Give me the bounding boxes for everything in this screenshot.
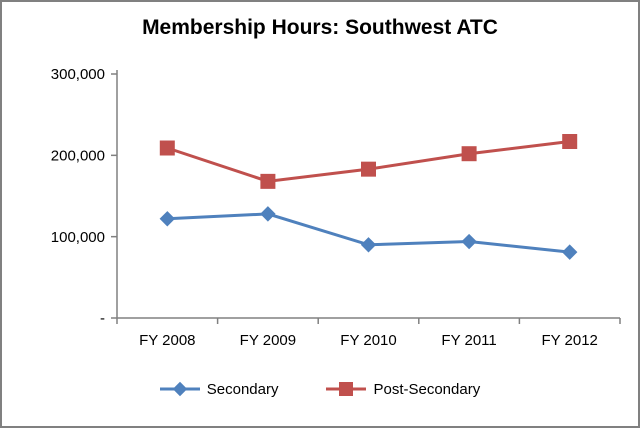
x-tick-label: FY 2010 bbox=[340, 332, 396, 349]
data-point-marker bbox=[461, 146, 477, 162]
data-point-marker bbox=[561, 244, 578, 260]
legend-item-secondary: Secondary bbox=[159, 380, 279, 398]
legend-marker-diamond-icon bbox=[159, 381, 200, 397]
legend-label: Post-Secondary bbox=[373, 380, 481, 398]
data-point-marker bbox=[562, 134, 578, 150]
x-tick-label: FY 2012 bbox=[541, 332, 597, 349]
legend: Secondary Post-Secondary bbox=[2, 374, 638, 404]
data-point-marker bbox=[361, 161, 376, 177]
legend-item-post-secondary: Post-Secondary bbox=[326, 381, 480, 398]
data-point-marker bbox=[339, 382, 354, 396]
data-point-marker bbox=[260, 206, 276, 222]
data-point-marker bbox=[360, 237, 377, 253]
x-tick-label: FY 2009 bbox=[240, 332, 296, 349]
legend-label: Secondary bbox=[206, 380, 279, 398]
chart-title: Membership Hours: Southwest ATC bbox=[142, 16, 498, 39]
data-point-marker bbox=[461, 233, 477, 250]
series-secondary bbox=[159, 206, 578, 260]
series-post-secondary bbox=[159, 134, 578, 189]
y-tick-label: 200,000 bbox=[51, 147, 105, 164]
x-tick-label: FY 2011 bbox=[441, 332, 496, 349]
x-tick-label: FY 2008 bbox=[139, 332, 195, 349]
legend-marker-square-icon bbox=[326, 382, 367, 396]
y-tick-label: - bbox=[100, 310, 105, 327]
y-tick-label: 100,000 bbox=[51, 229, 105, 246]
data-point-marker bbox=[172, 381, 187, 397]
data-point-marker bbox=[159, 211, 176, 227]
y-tick-label: 300,000 bbox=[51, 66, 105, 83]
data-point-marker bbox=[260, 173, 276, 189]
data-point-marker bbox=[159, 140, 175, 156]
